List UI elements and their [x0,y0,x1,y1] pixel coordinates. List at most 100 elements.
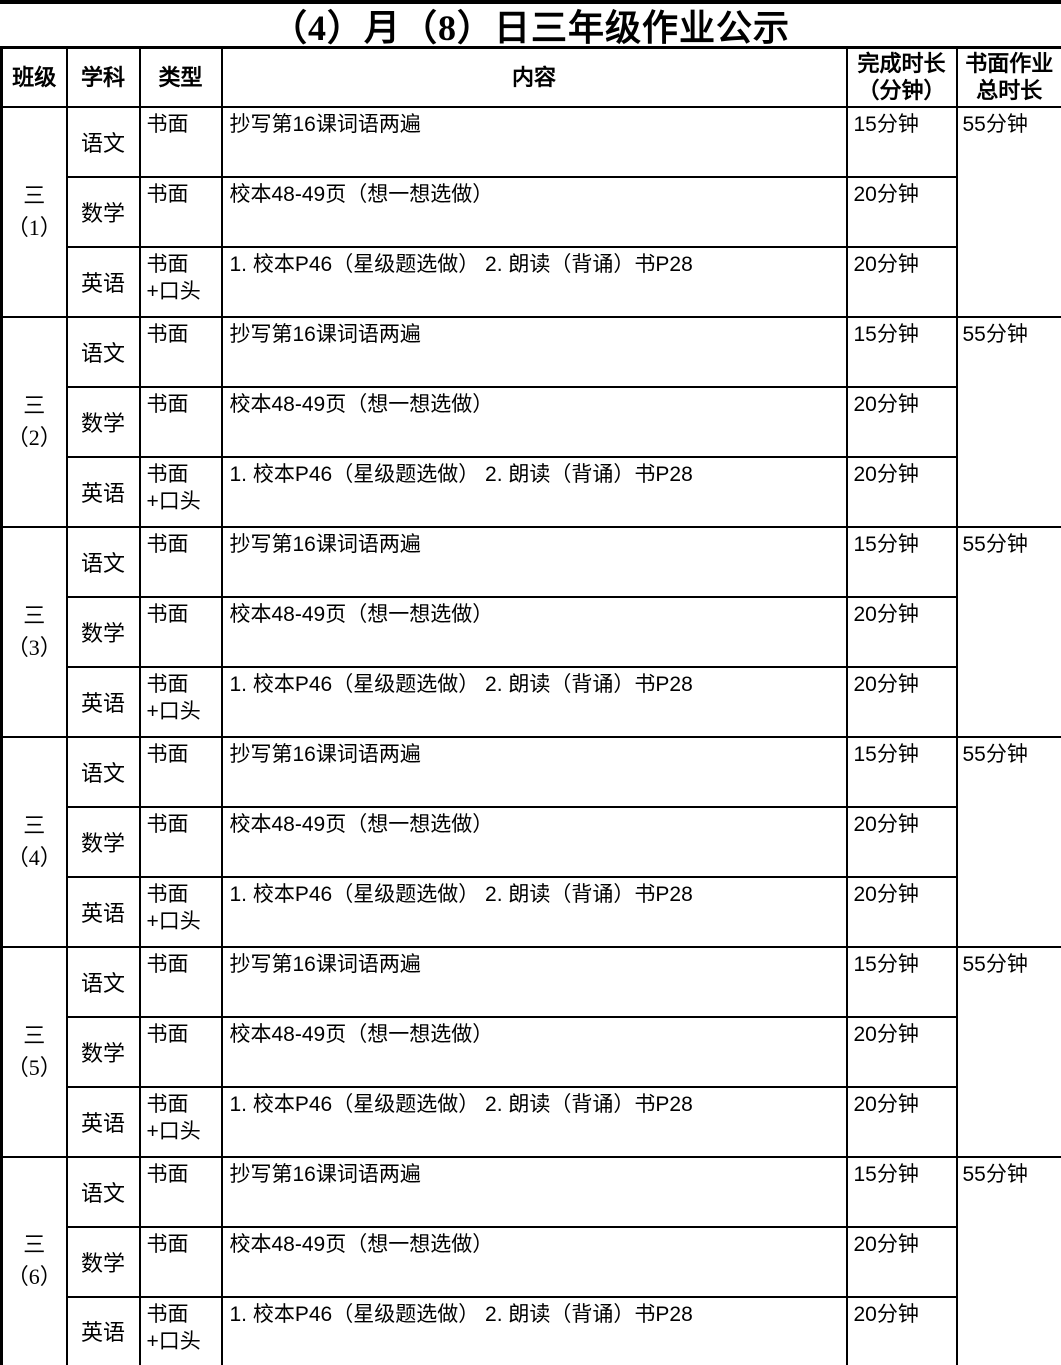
duration-cell: 20分钟 [845,875,958,948]
subject-cell: 语文 [65,735,141,808]
content-cell: 校本48-49页（想一想选做） [220,1225,848,1298]
table-row: 三 （2） 语文 书面 抄写第16课词语两遍 15分钟 55分钟 [0,315,1061,528]
total-cell: 55分钟 [955,315,1061,528]
table-row: 数学 书面 校本48-49页（想一想选做） 20分钟 [2,595,1061,668]
total-cell: 55分钟 [955,105,1061,318]
table-row: 数学 书面 校本48-49页（想一想选做） 20分钟 [2,1225,1061,1298]
type-cell: 书面 [138,805,223,878]
type-cell: 书面 [138,315,223,388]
content-cell: 校本48-49页（想一想选做） [220,805,848,878]
subject-cell: 英语 [65,665,141,738]
content-cell: 抄写第16课词语两遍 [220,525,848,598]
subject-cell: 英语 [65,1085,141,1158]
duration-cell: 20分钟 [845,1295,958,1365]
header-total: 书面作业 总时长 [955,46,1061,108]
header-class: 班级 [0,46,68,108]
table-row: 数学 书面 校本48-49页（想一想选做） 20分钟 [2,385,1061,458]
duration-cell: 20分钟 [845,1085,958,1158]
type-cell: 书面 [138,175,223,248]
table-row: 英语 书面+口头 1. 校本P46（星级题选做） 2. 朗读（背诵）书P28 2… [2,1295,1061,1365]
type-cell: 书面 [138,525,223,598]
content-cell: 校本48-49页（想一想选做） [220,385,848,458]
type-cell: 书面 [138,735,223,808]
total-cell: 55分钟 [955,735,1061,948]
subject-cell: 数学 [65,1015,141,1088]
type-cell: 书面 [138,1015,223,1088]
duration-cell: 15分钟 [845,105,958,178]
class-cell: 三 （6） [0,1155,68,1365]
header-duration: 完成时长 （分钟） [845,46,958,108]
type-cell: 书面+口头 [138,1085,223,1158]
type-cell: 书面+口头 [138,665,223,738]
duration-cell: 20分钟 [845,175,958,248]
type-cell: 书面 [138,595,223,668]
duration-cell: 20分钟 [845,665,958,738]
duration-cell: 20分钟 [845,385,958,458]
duration-cell: 15分钟 [845,1155,958,1228]
header-content: 内容 [220,46,848,108]
table-row: 三 （3） 语文 书面 抄写第16课词语两遍 15分钟 55分钟 [0,525,1061,738]
class-cell: 三 （4） [0,735,68,948]
table-row: 三 （5） 语文 书面 抄写第16课词语两遍 15分钟 55分钟 [0,945,1061,1158]
table-row: 三 （6） 语文 书面 抄写第16课词语两遍 15分钟 55分钟 [0,1155,1061,1365]
duration-cell: 15分钟 [845,735,958,808]
table-row: 三 （4） 语文 书面 抄写第16课词语两遍 15分钟 55分钟 [0,735,1061,948]
class-cell: 三 （3） [0,525,68,738]
subject-cell: 语文 [65,1155,141,1228]
subject-cell: 语文 [65,315,141,388]
subject-cell: 语文 [65,525,141,598]
table-row: 数学 书面 校本48-49页（想一想选做） 20分钟 [2,175,1061,248]
page-title: （4）月（8）日三年级作业公示 [270,8,790,48]
class-cell: 三 （1） [0,105,68,318]
type-cell: 书面+口头 [138,1295,223,1365]
type-cell: 书面+口头 [138,455,223,528]
content-cell: 抄写第16课词语两遍 [220,1155,848,1228]
content-cell: 1. 校本P46（星级题选做） 2. 朗读（背诵）书P28 [220,665,848,738]
type-cell: 书面 [138,945,223,1018]
duration-cell: 20分钟 [845,1015,958,1088]
content-cell: 1. 校本P46（星级题选做） 2. 朗读（背诵）书P28 [220,245,848,318]
duration-cell: 20分钟 [845,245,958,318]
header-type: 类型 [138,46,223,108]
class-cell: 三 （5） [0,945,68,1158]
duration-cell: 20分钟 [845,805,958,878]
header-subject: 学科 [65,46,141,108]
table-row: 三 （1） 语文 书面 抄写第16课词语两遍 15分钟 55分钟 [0,105,1061,318]
content-cell: 1. 校本P46（星级题选做） 2. 朗读（背诵）书P28 [220,1295,848,1365]
content-cell: 抄写第16课词语两遍 [220,105,848,178]
duration-cell: 20分钟 [845,595,958,668]
subject-cell: 英语 [65,455,141,528]
subject-cell: 英语 [65,245,141,318]
type-cell: 书面 [138,385,223,458]
subject-cell: 语文 [65,945,141,1018]
table-row: 英语 书面+口头 1. 校本P46（星级题选做） 2. 朗读（背诵）书P28 2… [2,455,1061,528]
duration-cell: 15分钟 [845,315,958,388]
type-cell: 书面+口头 [138,245,223,318]
content-cell: 校本48-49页（想一想选做） [220,595,848,668]
table-row: 英语 书面+口头 1. 校本P46（星级题选做） 2. 朗读（背诵）书P28 2… [2,875,1061,948]
content-cell: 校本48-49页（想一想选做） [220,1015,848,1088]
content-cell: 1. 校本P46（星级题选做） 2. 朗读（背诵）书P28 [220,875,848,948]
title-block: （4）月（8）日三年级作业公示 [0,0,1061,48]
table-row: 英语 书面+口头 1. 校本P46（星级题选做） 2. 朗读（背诵）书P28 2… [2,245,1061,318]
duration-cell: 20分钟 [845,455,958,528]
header-row: 班级 学科 类型 内容 完成时长 （分钟） 书面作业 总时长 [0,46,1061,108]
content-cell: 1. 校本P46（星级题选做） 2. 朗读（背诵）书P28 [220,455,848,528]
table-row: 英语 书面+口头 1. 校本P46（星级题选做） 2. 朗读（背诵）书P28 2… [2,665,1061,738]
subject-cell: 数学 [65,175,141,248]
content-cell: 抄写第16课词语两遍 [220,735,848,808]
table-row: 英语 书面+口头 1. 校本P46（星级题选做） 2. 朗读（背诵）书P28 2… [2,1085,1061,1158]
total-cell: 55分钟 [955,525,1061,738]
subject-cell: 英语 [65,1295,141,1365]
subject-cell: 数学 [65,1225,141,1298]
duration-cell: 15分钟 [845,945,958,1018]
type-cell: 书面 [138,1155,223,1228]
content-cell: 1. 校本P46（星级题选做） 2. 朗读（背诵）书P28 [220,1085,848,1158]
content-cell: 校本48-49页（想一想选做） [220,175,848,248]
table-row: 数学 书面 校本48-49页（想一想选做） 20分钟 [2,805,1061,878]
type-cell: 书面 [138,1225,223,1298]
subject-cell: 数学 [65,595,141,668]
subject-cell: 数学 [65,385,141,458]
type-cell: 书面+口头 [138,875,223,948]
